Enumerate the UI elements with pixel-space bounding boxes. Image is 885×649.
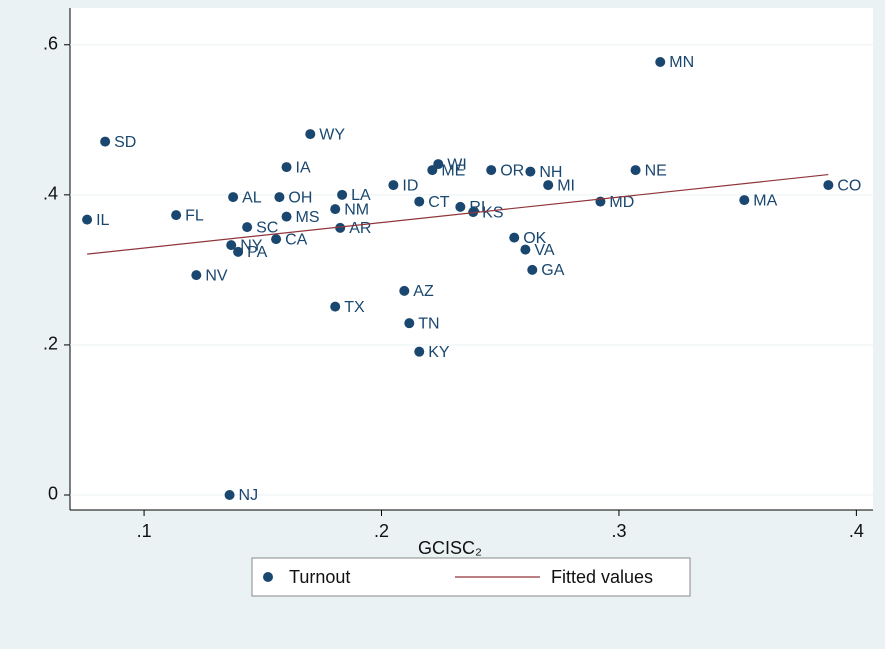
point-label: MI (557, 177, 575, 194)
point-label: AZ (413, 283, 434, 300)
point (543, 180, 554, 191)
point (337, 189, 348, 200)
point-label: NV (205, 267, 228, 284)
legend-label: Fitted values (551, 567, 653, 587)
point (388, 180, 399, 191)
point (486, 165, 497, 176)
point-label: CT (428, 194, 450, 211)
point (823, 180, 834, 191)
point-label: MN (669, 54, 694, 71)
point (281, 162, 292, 173)
point (509, 232, 520, 243)
point (224, 489, 235, 500)
point (399, 285, 410, 296)
point-label: TX (344, 299, 365, 316)
fitted-line (87, 173, 829, 255)
point (414, 196, 425, 207)
point (330, 301, 341, 312)
point (228, 192, 239, 203)
point-label: OR (500, 162, 524, 179)
point-label: TN (418, 315, 439, 332)
point (520, 244, 531, 255)
point-label: NE (645, 162, 667, 179)
point (335, 222, 346, 233)
point (455, 201, 466, 212)
point-label: SD (114, 134, 136, 151)
point (171, 210, 182, 221)
point-label: NM (344, 201, 369, 218)
point (630, 165, 641, 176)
point-label: OK (523, 230, 546, 247)
point (82, 214, 93, 225)
x-tick-label: .1 (137, 521, 152, 541)
point-label: CO (837, 177, 861, 194)
point-label: ME (441, 162, 465, 179)
legend-marker (263, 572, 273, 582)
x-tick-label: .4 (849, 521, 864, 541)
point-label: PA (247, 244, 267, 261)
point (414, 346, 425, 357)
x-tick-label: .2 (374, 521, 389, 541)
point (274, 192, 285, 203)
point-label: NJ (239, 487, 259, 504)
point-label: FL (185, 207, 204, 224)
y-tick-label: .4 (43, 184, 58, 204)
point-label: MD (609, 194, 634, 211)
point-label: WI (447, 156, 467, 173)
point (100, 136, 111, 147)
point (655, 57, 666, 68)
point-label: GA (541, 262, 564, 279)
point-label: IL (96, 212, 109, 229)
point-label: IA (296, 159, 311, 176)
point (739, 195, 750, 206)
point (191, 270, 202, 281)
plot-area (70, 8, 873, 510)
point-label: VA (534, 242, 554, 259)
point-label: OH (288, 189, 312, 206)
point-label: AL (242, 189, 262, 206)
point (330, 204, 341, 215)
point-label: KY (428, 344, 450, 361)
x-axis-label: GCISC₂ (418, 538, 482, 558)
point-label: SC (256, 219, 278, 236)
point (427, 165, 438, 176)
point (226, 240, 237, 251)
point-label: NH (539, 164, 562, 181)
point (527, 264, 538, 275)
y-tick-label: 0 (48, 484, 58, 504)
y-tick-label: .6 (43, 34, 58, 54)
point-label: ID (402, 177, 418, 194)
legend-label: Turnout (289, 567, 350, 587)
point-label: WY (319, 126, 345, 143)
point-label: MA (753, 192, 777, 209)
point-label: MS (296, 209, 320, 226)
point (281, 211, 292, 222)
point (242, 222, 253, 233)
point (233, 246, 244, 257)
point-label: AR (349, 220, 371, 237)
point-label: KS (482, 204, 503, 221)
point (525, 166, 536, 177)
point-label: CA (285, 231, 308, 248)
point-label: NY (240, 237, 263, 254)
x-tick-label: .3 (611, 521, 626, 541)
point (271, 234, 282, 245)
point (404, 318, 415, 329)
point (305, 129, 316, 140)
y-tick-label: .2 (43, 334, 58, 354)
point-label: LA (351, 187, 371, 204)
